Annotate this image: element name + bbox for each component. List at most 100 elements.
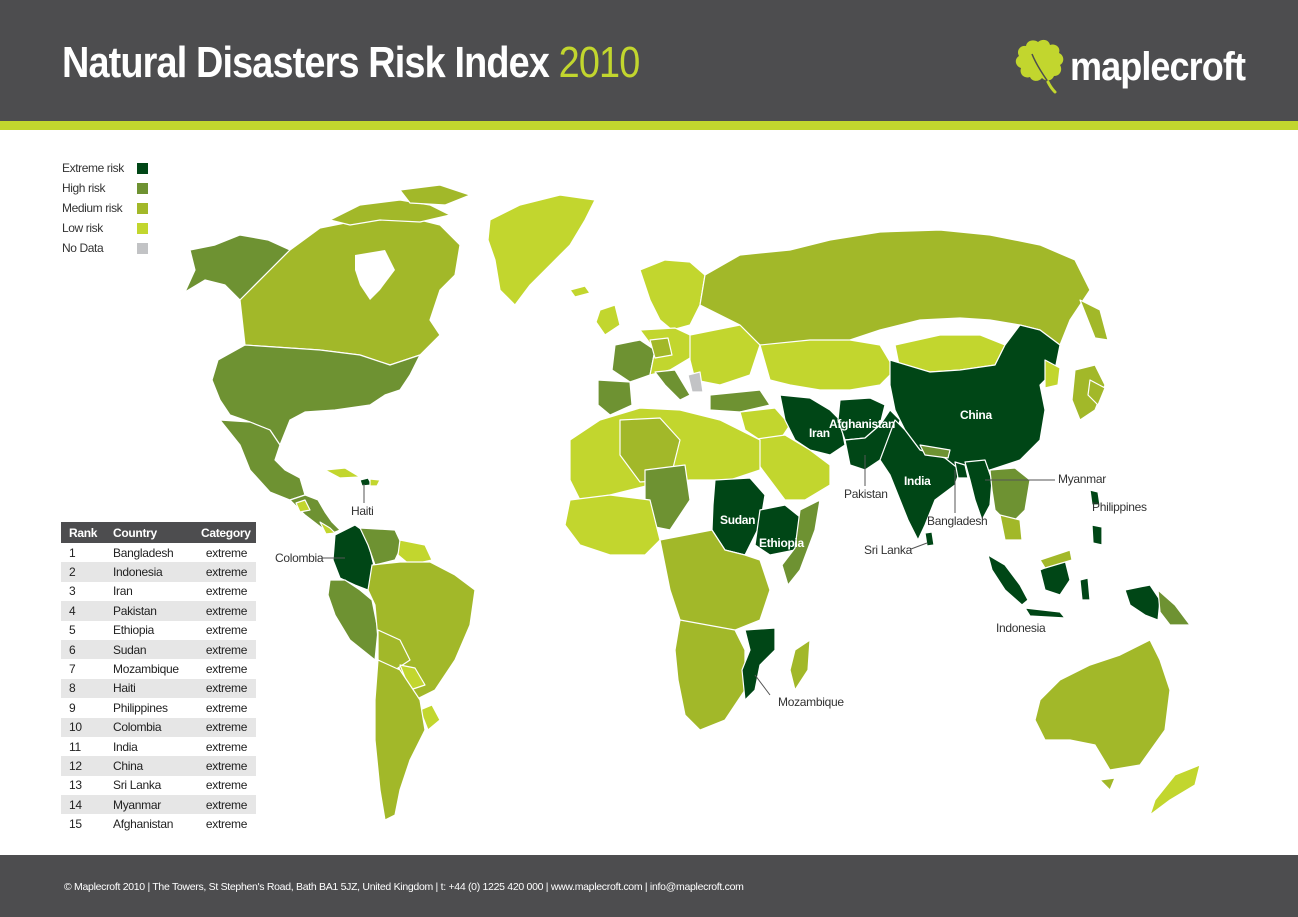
table-row: 13 Sri Lanka extreme: [61, 776, 256, 795]
region-france: [611, 339, 656, 383]
cell-rank: 11: [69, 739, 81, 754]
cell-rank: 7: [69, 662, 76, 677]
header-category: Category: [193, 522, 256, 543]
cell-rank: 10: [61, 717, 105, 737]
cell-rank: 12: [61, 756, 105, 776]
legend-swatch-extreme: [137, 162, 148, 174]
page-title: Natural Disasters Risk Index 2010: [62, 38, 640, 88]
cell-category: extreme: [205, 584, 248, 599]
cell-category: extreme: [193, 795, 256, 815]
cell-country: Indonesia: [105, 562, 193, 582]
legend-label: No Data: [62, 241, 104, 255]
cell-category: extreme: [193, 601, 256, 621]
region-central-america: [289, 494, 341, 535]
region-brazil: [367, 561, 476, 701]
label-mozambique: Mozambique: [778, 695, 844, 709]
region-scandinavia: [639, 259, 706, 331]
table-header-row: Rank Country Category: [61, 522, 256, 543]
label-iran: Iran: [809, 426, 830, 440]
logo-text: maplecroft: [1070, 44, 1246, 89]
region-turkey: [709, 389, 771, 413]
cell-country: Sudan: [105, 639, 193, 660]
label-indonesia: Indonesia: [996, 621, 1046, 635]
cell-rank: 3: [69, 584, 76, 599]
region-mozambique: [741, 627, 776, 701]
cell-country: Mozambique: [113, 662, 179, 677]
table-row: 14 Myanmar extreme: [61, 795, 256, 815]
label-colombia: Colombia: [275, 551, 324, 565]
region-south-africa: [674, 619, 746, 731]
accent-bar: [0, 121, 1298, 130]
legend-item-extreme: Extreme risk: [62, 158, 148, 178]
label-china: China: [960, 408, 992, 422]
table-row: 3 Iran extreme: [61, 582, 256, 601]
region-australia: [1034, 639, 1171, 771]
cell-category: extreme: [193, 639, 256, 660]
legend-label: High risk: [62, 181, 106, 195]
legend: Extreme risk High risk Medium risk Low r…: [62, 158, 148, 258]
header-bar: Natural Disasters Risk Index 2010 maplec…: [0, 0, 1298, 121]
label-afghanistan: Afghanistan: [829, 417, 896, 431]
region-west-africa: [564, 494, 661, 556]
region-myanmar: [964, 459, 993, 521]
legend-item-high: High risk: [62, 178, 148, 198]
cell-country: Myanmar: [105, 795, 193, 815]
region-indonesia: [987, 554, 1029, 606]
cell-country: Iran: [113, 584, 133, 599]
region-philippines: [1089, 489, 1101, 506]
maple-leaf-icon: [1015, 39, 1064, 94]
footer-text: © Maplecroft 2010 | The Towers, St Steph…: [64, 881, 744, 893]
cell-rank: 14: [61, 795, 105, 815]
cell-country: Philippines: [113, 700, 168, 715]
cell-category: extreme: [205, 545, 248, 560]
cell-category: extreme: [205, 778, 248, 793]
legend-label: Low risk: [62, 221, 103, 235]
cell-rank: 5: [69, 623, 76, 638]
cell-country: Afghanistan: [113, 817, 174, 832]
header-country: Country: [105, 522, 193, 543]
cell-rank: 15: [69, 817, 82, 832]
label-ethiopia: Ethiopia: [759, 536, 804, 550]
title-text: Natural Disasters Risk Index: [62, 38, 550, 87]
legend-swatch-low: [137, 222, 148, 234]
cell-category: extreme: [193, 678, 256, 699]
footer-bar: © Maplecroft 2010 | The Towers, St Steph…: [0, 855, 1298, 917]
region-central-africa: [659, 529, 771, 636]
table-row: 2 Indonesia extreme: [61, 562, 256, 582]
cell-country: India: [113, 739, 138, 754]
table-row: 5 Ethiopia extreme: [61, 621, 256, 640]
region-bangladesh: [954, 461, 969, 479]
region-peru: [327, 579, 379, 661]
label-sudan: Sudan: [720, 513, 756, 527]
label-bangladesh: Bangladesh: [927, 514, 988, 528]
cell-category: extreme: [205, 817, 248, 832]
legend-swatch-high: [137, 182, 148, 194]
header-rank: Rank: [61, 522, 105, 543]
table-row: 8 Haiti extreme: [61, 678, 256, 699]
region-mexico: [219, 419, 306, 501]
cell-rank: 4: [61, 601, 105, 621]
table-row: 1 Bangladesh extreme: [61, 543, 256, 562]
cell-country: Ethiopia: [113, 623, 154, 638]
legend-swatch-medium: [137, 202, 148, 214]
cell-country: Colombia: [105, 717, 193, 737]
region-no-data: [687, 371, 704, 393]
region-kazakhstan: [759, 339, 896, 391]
cell-country: Haiti: [105, 678, 193, 699]
table-row: 12 China extreme: [61, 756, 256, 776]
table-row: 10 Colombia extreme: [61, 717, 256, 737]
cell-rank: 9: [69, 700, 76, 715]
cell-rank: 1: [69, 545, 76, 560]
cell-category: extreme: [205, 700, 248, 715]
label-india: India: [904, 474, 931, 488]
region-usa: [211, 344, 421, 446]
legend-item-low: Low risk: [62, 218, 148, 238]
cell-category: extreme: [205, 623, 248, 638]
label-philippines: Philippines: [1092, 500, 1147, 514]
region-sri-lanka: [924, 531, 935, 547]
cell-rank: 6: [61, 639, 105, 660]
region-canada: [239, 214, 461, 366]
legend-item-medium: Medium risk: [62, 198, 148, 218]
legend-item-no-data: No Data: [62, 238, 148, 258]
cell-rank: 8: [61, 678, 105, 699]
